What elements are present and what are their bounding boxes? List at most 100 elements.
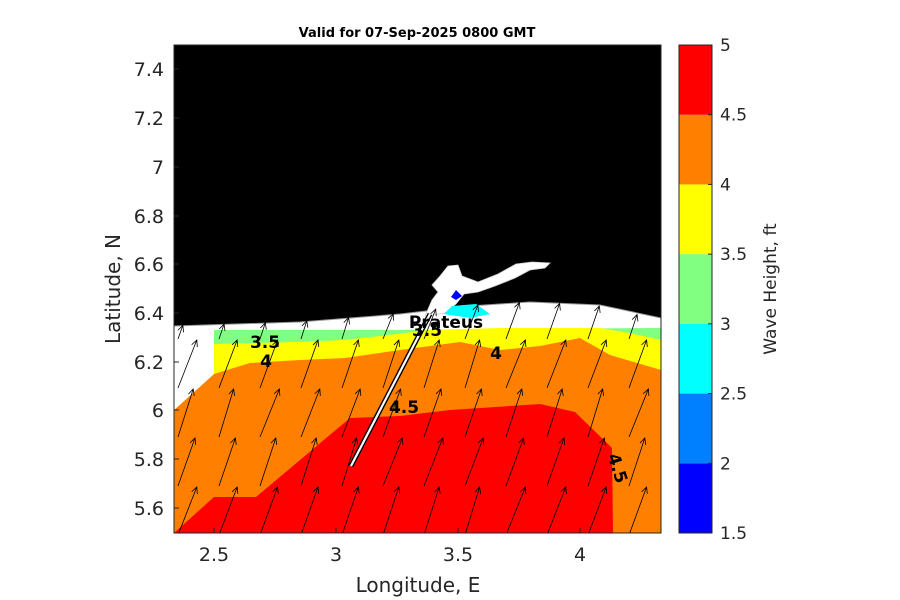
wave-direction-arrowhead xyxy=(430,308,437,317)
wave-direction-arrowhead xyxy=(273,388,281,397)
wave-direction-arrow xyxy=(259,388,280,438)
wave-direction-arrowhead xyxy=(354,388,362,397)
wave-direction-arrow xyxy=(464,437,484,487)
wave-direction-arrow xyxy=(218,388,234,438)
transect-line xyxy=(350,313,431,467)
wave-direction-arrow xyxy=(628,339,647,389)
wave-direction-arrow xyxy=(260,486,278,533)
wave-direction-arrow xyxy=(505,339,526,389)
wave-direction-arrowhead xyxy=(642,388,650,397)
wave-direction-arrowhead xyxy=(351,437,359,445)
wave-direction-arrowhead xyxy=(311,437,318,445)
wave-direction-arrowhead xyxy=(387,312,395,321)
wave-direction-arrow xyxy=(423,388,442,438)
wave-direction-arrow xyxy=(218,437,236,487)
wave-direction-arrowhead xyxy=(393,486,401,494)
colorbar-swatches xyxy=(679,45,712,533)
y-tick-label: 6.2 xyxy=(134,352,164,374)
wave-direction-arrowhead xyxy=(218,323,226,332)
wave-direction-arrowhead xyxy=(597,388,605,396)
wave-direction-arrow xyxy=(259,437,277,487)
colorbar-tick-label: 4.5 xyxy=(720,106,747,126)
wave-direction-arrowhead xyxy=(631,313,639,322)
colorbar-tick-label: 5 xyxy=(720,36,731,56)
wave-direction-arrow xyxy=(382,313,394,340)
colorbar-swatch xyxy=(679,45,712,115)
colorbar-label: Wave Height, ft xyxy=(761,223,781,355)
wave-direction-arrowhead xyxy=(474,486,482,494)
wave-direction-arrowhead xyxy=(560,339,567,348)
wave-direction-arrowhead xyxy=(272,339,279,348)
band-4.5-5 xyxy=(174,404,613,533)
lagoon-blue-patch xyxy=(451,290,462,300)
wave-direction-arrowhead xyxy=(474,339,482,347)
wave-direction-arrowhead xyxy=(477,437,485,446)
lagoon-cyan-patch xyxy=(444,304,490,318)
wave-direction-arrowhead xyxy=(641,486,648,495)
contour-label: 4 xyxy=(260,352,272,372)
wave-direction-arrow xyxy=(259,339,278,389)
x-axis: 2.5 3 3.5 4 Longitude, E xyxy=(199,528,586,597)
contour-label: 4.5 xyxy=(389,398,419,418)
wave-direction-arrowhead xyxy=(518,437,525,446)
x-tick-label: 4 xyxy=(574,544,586,566)
wave-direction-arrowhead xyxy=(314,388,321,397)
wave-direction-arrowhead xyxy=(516,388,524,396)
wave-direction-arrowhead xyxy=(177,324,185,333)
wave-direction-arrowhead xyxy=(272,486,279,495)
wave-direction-arrow xyxy=(300,437,317,487)
colorbar-tick-label: 3 xyxy=(720,315,731,335)
wave-direction-arrow xyxy=(178,486,198,533)
wave-direction-arrowhead xyxy=(393,339,401,347)
wave-direction-arrow xyxy=(382,339,400,389)
wave-direction-arrowhead xyxy=(519,339,527,348)
wave-direction-arrow xyxy=(177,339,198,389)
wave-direction-arrow xyxy=(300,320,308,340)
chart-title: Valid for 07-Sep-2025 0800 GMT xyxy=(299,26,536,41)
colorbar-tick-label: 2 xyxy=(720,454,731,474)
y-tick-label: 6.6 xyxy=(134,254,164,276)
wave-direction-arrowhead xyxy=(353,486,360,494)
colorbar-swatch xyxy=(679,184,712,255)
wave-direction-arrow xyxy=(424,486,440,533)
colorbar-ticks: 1.5 2 2.5 3 3.5 4 4.5 5 xyxy=(708,36,747,544)
wave-direction-arrow xyxy=(300,339,319,389)
colorbar-swatch xyxy=(679,463,712,533)
wave-direction-arrowhead xyxy=(189,437,197,446)
wave-direction-arrowhead xyxy=(260,321,267,330)
wave-direction-arrowhead xyxy=(191,486,198,495)
wave-direction-arrow xyxy=(382,437,403,487)
y-tick-label: 7 xyxy=(152,157,164,179)
y-axis-label: Latitude, N xyxy=(101,234,125,344)
wave-direction-arrowhead xyxy=(437,437,444,446)
y-axis: 5.6 5.8 6 6.2 6.4 6.6 6.8 7 7.2 7.4 Lati… xyxy=(101,59,179,520)
wave-direction-arrowhead xyxy=(519,486,527,495)
wave-direction-arrowhead xyxy=(558,437,566,446)
wave-direction-arrowhead xyxy=(557,388,564,396)
wave-direction-arrow xyxy=(546,437,565,487)
wave-direction-arrowhead xyxy=(231,339,239,348)
wave-direction-arrow xyxy=(382,388,401,438)
wave-direction-arrowhead xyxy=(594,305,601,313)
wave-direction-arrow xyxy=(587,305,600,340)
wave-direction-arrow xyxy=(342,486,359,533)
wave-direction-arrowhead xyxy=(514,301,521,310)
contour-label: 3.5 xyxy=(412,321,442,341)
wave-direction-arrowhead xyxy=(434,486,441,494)
x-tick-label: 2.5 xyxy=(199,544,229,566)
colorbar-swatch xyxy=(679,393,712,464)
wave-direction-arrow xyxy=(341,388,361,438)
wave-direction-arrowhead xyxy=(641,339,648,348)
wave-direction-arrow xyxy=(177,437,196,487)
colorbar-swatch xyxy=(679,254,712,324)
wave-direction-arrow xyxy=(464,339,480,389)
wave-direction-arrow xyxy=(506,486,526,533)
colorbar-tick-label: 3.5 xyxy=(720,245,747,265)
wave-direction-arrowhead xyxy=(639,437,647,445)
wave-direction-arrow xyxy=(464,388,482,438)
colorbar: 1.5 2 2.5 3 3.5 4 4.5 5 Wave Height, ft xyxy=(678,36,781,544)
wave-direction-arrowhead xyxy=(188,388,195,396)
wave-direction-arrow xyxy=(505,437,524,487)
wave-direction-arrowhead xyxy=(600,339,608,348)
